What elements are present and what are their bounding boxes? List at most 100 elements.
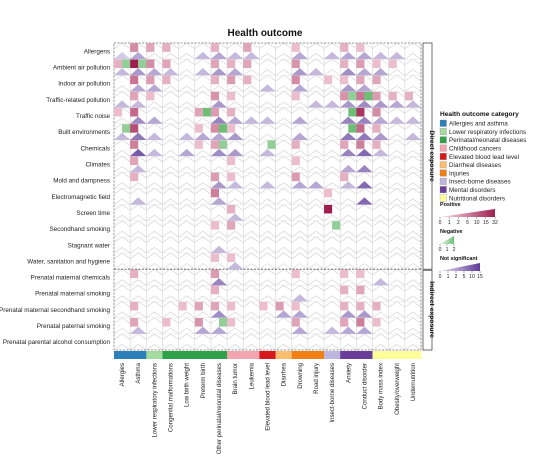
legend-swatch xyxy=(439,136,447,144)
not-significant-mark xyxy=(259,148,276,157)
category-strip-cell xyxy=(340,351,357,359)
positive-mark xyxy=(194,318,203,327)
category-strip-cell xyxy=(388,351,406,359)
positive-mark xyxy=(372,91,381,101)
not-significant-mark xyxy=(114,100,131,108)
positive-mark xyxy=(356,43,365,52)
positive-mark xyxy=(356,107,365,117)
not-significant-mark xyxy=(372,132,389,140)
not-significant-mark xyxy=(307,100,325,108)
category-strip-cell xyxy=(259,351,276,359)
exposure-labels: Allergens Ambient air pollution Indoor air… xyxy=(0,48,110,346)
not-significant-mark xyxy=(356,197,373,205)
not-significant-mark xyxy=(130,197,147,205)
not-significant-mark xyxy=(356,132,373,140)
outcome-label: Elevated blood lead level xyxy=(265,363,272,431)
positive-mark xyxy=(210,124,220,133)
not-significant-mark xyxy=(162,68,179,76)
positive-mark xyxy=(227,253,236,262)
not-significant-mark xyxy=(372,51,389,60)
not-significant-mark xyxy=(130,132,147,140)
legend-item-label: Elevated blood lead level xyxy=(449,154,519,161)
scale-tick-label: 1 xyxy=(448,220,451,226)
scale-tick-label: 15 xyxy=(477,274,483,280)
outcome-label: Drowning xyxy=(297,363,304,389)
positive-mark xyxy=(372,75,381,85)
positive-mark xyxy=(210,107,220,117)
not-significant-mark xyxy=(114,68,131,76)
positive-mark xyxy=(146,43,155,52)
indirect-exposure-label: Indirect exposure xyxy=(428,281,435,338)
not-significant-mark xyxy=(227,132,244,140)
not-significant-mark xyxy=(259,116,276,124)
not-significant-mark xyxy=(340,100,357,108)
positive-mark xyxy=(227,204,236,214)
scale-title: Negative xyxy=(440,229,462,235)
positive-mark xyxy=(356,140,365,149)
positive-mark xyxy=(356,269,365,279)
not-significant-mark xyxy=(194,68,211,76)
legend: Health outcome category Allergies and ast… xyxy=(439,111,527,280)
scale-tick-label: 2 xyxy=(457,220,460,226)
positive-mark xyxy=(291,75,300,85)
scale-title: Positive xyxy=(440,202,461,208)
not-significant-mark xyxy=(210,100,228,108)
not-significant-mark xyxy=(324,100,341,108)
positive-mark xyxy=(146,91,155,101)
not-significant-mark xyxy=(372,278,389,286)
legend-swatch xyxy=(439,144,447,152)
positive-mark xyxy=(291,59,300,69)
exposure-label: Prenatal maternal secondhand smoking xyxy=(0,307,110,314)
negative-mark xyxy=(219,140,228,149)
positive-mark xyxy=(210,43,220,52)
positive-mark xyxy=(372,107,381,117)
not-significant-mark xyxy=(130,164,147,173)
positive-mark xyxy=(114,107,123,117)
not-significant-mark xyxy=(130,148,147,157)
positive-mark xyxy=(210,75,220,85)
outcome-label: Other perinatal/neonatal diseases xyxy=(216,363,223,454)
positive-mark xyxy=(210,253,220,262)
category-strip-cell xyxy=(162,351,179,359)
not-significant-mark xyxy=(324,326,341,334)
not-significant-mark xyxy=(178,132,195,140)
negative-mark xyxy=(364,91,373,101)
not-significant-mark xyxy=(356,326,373,334)
outcome-label: Anxiety xyxy=(345,362,352,383)
category-strip-cell xyxy=(291,351,309,359)
scale-tick-label: 0 xyxy=(439,274,442,280)
scale-tick-label: 10 xyxy=(474,220,480,226)
not-significant-mark xyxy=(114,132,131,140)
positive-mark xyxy=(356,124,365,133)
legend-title: Health outcome category xyxy=(440,111,519,118)
scale-tick-label: 15 xyxy=(483,220,489,226)
not-significant-mark xyxy=(340,326,357,334)
not-significant-mark xyxy=(340,116,357,124)
exposure-label: Stagnant water xyxy=(68,242,110,249)
cell-marks xyxy=(114,43,421,334)
category-strip-cell xyxy=(243,351,260,359)
positive-mark xyxy=(356,75,365,85)
not-significant-mark xyxy=(340,84,357,92)
outcome-label: Asthma xyxy=(135,362,142,383)
positive-mark xyxy=(130,124,139,133)
not-significant-mark xyxy=(356,84,373,92)
positive-mark xyxy=(227,124,236,133)
category-strip-cell xyxy=(146,351,163,359)
positive-mark xyxy=(227,156,236,165)
not-significant-mark xyxy=(356,51,373,60)
category-strip-cell xyxy=(178,351,196,359)
not-significant-mark xyxy=(404,116,421,124)
scale-title: Not significant xyxy=(440,256,478,262)
positive-mark xyxy=(324,188,333,198)
positive-mark xyxy=(227,107,236,117)
legend-swatch xyxy=(439,186,447,194)
category-strip-cell xyxy=(404,351,422,359)
positive-mark xyxy=(291,269,300,279)
not-significant-mark xyxy=(404,100,421,108)
positive-mark xyxy=(210,188,220,198)
positive-mark xyxy=(372,124,381,133)
not-significant-mark xyxy=(324,51,341,60)
positive-mark xyxy=(388,91,397,101)
